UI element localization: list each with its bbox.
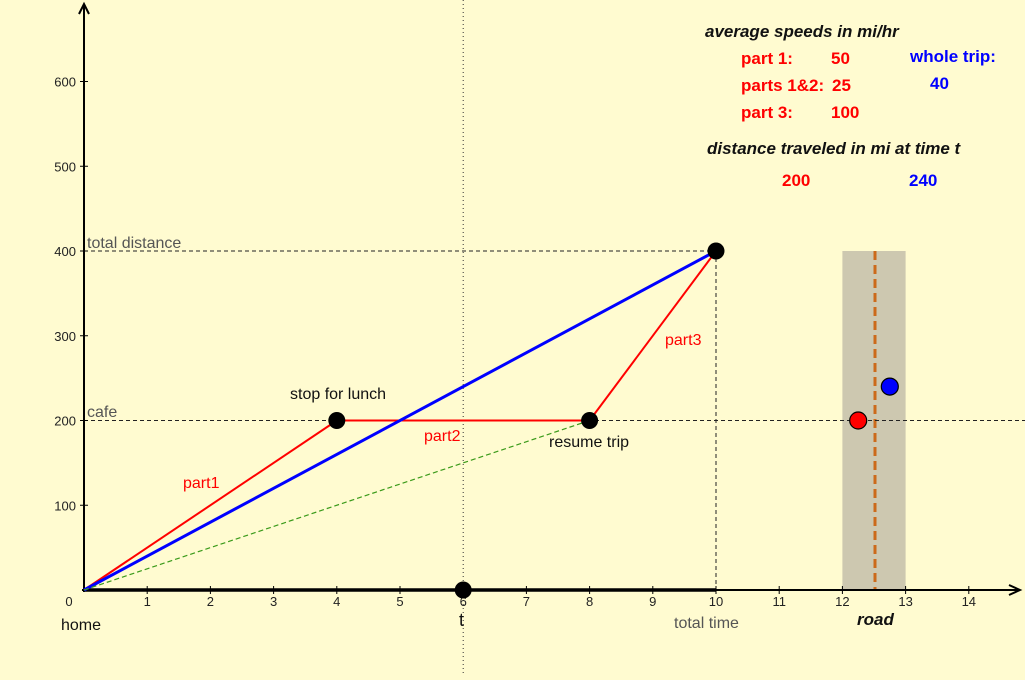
x-tick-label: 1 bbox=[144, 594, 151, 609]
x-tick-label: 11 bbox=[772, 594, 786, 609]
part3-speed-label: part 3: bbox=[741, 103, 793, 122]
y-axis-arrow bbox=[78, 1, 90, 15]
road-points[interactable] bbox=[849, 377, 899, 430]
whole-trip-label: whole trip: bbox=[909, 47, 996, 66]
x-tick-label: 10 bbox=[709, 594, 723, 609]
x-tick-label: 2 bbox=[207, 594, 214, 609]
key-point-2[interactable] bbox=[707, 242, 725, 260]
speeds-header: average speeds in mi/hr bbox=[705, 22, 900, 41]
part2-label: part2 bbox=[424, 428, 461, 445]
distance-red-value: 200 bbox=[782, 171, 810, 190]
t-axis-label: t bbox=[459, 610, 464, 630]
series-lines bbox=[83, 249, 717, 592]
x-tick-label: 3 bbox=[270, 594, 277, 609]
x-axis-arrow bbox=[1008, 584, 1023, 596]
parts12-speed-value: 25 bbox=[832, 76, 851, 95]
part1-label: part1 bbox=[183, 475, 220, 492]
x-tick-label: 14 bbox=[962, 594, 976, 609]
y-tick-label: 100 bbox=[54, 498, 76, 513]
y-tick-label: 600 bbox=[54, 75, 76, 90]
y-tick-label: 400 bbox=[54, 244, 76, 259]
total-time-label: total time bbox=[674, 615, 739, 632]
key-point-1[interactable] bbox=[581, 412, 599, 429]
road-point-0[interactable] bbox=[849, 411, 868, 430]
part3-speed-value: 100 bbox=[831, 103, 859, 122]
y-tick-label: 300 bbox=[54, 329, 76, 344]
x-tick-label: 0 bbox=[65, 594, 72, 609]
y-tick-label: 200 bbox=[54, 414, 76, 429]
key-points[interactable] bbox=[328, 242, 725, 599]
key-point-0[interactable] bbox=[328, 412, 346, 429]
road-point-1[interactable] bbox=[880, 377, 899, 396]
distance-header: distance traveled in mi at time t bbox=[707, 139, 962, 158]
road-label: road bbox=[857, 610, 894, 629]
parts12-speed-label: parts 1&2: bbox=[741, 76, 824, 95]
series-line-line-3 bbox=[83, 249, 717, 592]
series-line-part1 bbox=[83, 419, 338, 591]
x-tick-label: 8 bbox=[586, 594, 593, 609]
x-tick-label: 13 bbox=[898, 594, 912, 609]
whole-trip-value: 40 bbox=[930, 74, 949, 93]
series-line-part3 bbox=[588, 250, 717, 422]
home-label: home bbox=[61, 617, 101, 634]
part1-speed-value: 50 bbox=[831, 49, 850, 68]
cafe-label: cafe bbox=[87, 404, 117, 421]
key-point-3[interactable] bbox=[454, 581, 472, 599]
part1-speed-label: part 1: bbox=[741, 49, 793, 68]
x-tick-label: 5 bbox=[396, 594, 403, 609]
distance-blue-value: 240 bbox=[909, 171, 937, 190]
x-tick-label: 9 bbox=[649, 594, 656, 609]
x-tick-label: 7 bbox=[523, 594, 530, 609]
x-tick-label: 4 bbox=[333, 594, 340, 609]
x-tick-label: 6 bbox=[460, 594, 467, 609]
part3-label: part3 bbox=[665, 332, 702, 349]
resume-trip-label: resume trip bbox=[549, 434, 629, 451]
x-tick-label: 12 bbox=[835, 594, 849, 609]
y-tick-label: 500 bbox=[54, 159, 76, 174]
series-line-line-4 bbox=[83, 419, 590, 591]
stop-for-lunch-label: stop for lunch bbox=[290, 386, 386, 403]
total-distance-label: total distance bbox=[87, 235, 181, 252]
